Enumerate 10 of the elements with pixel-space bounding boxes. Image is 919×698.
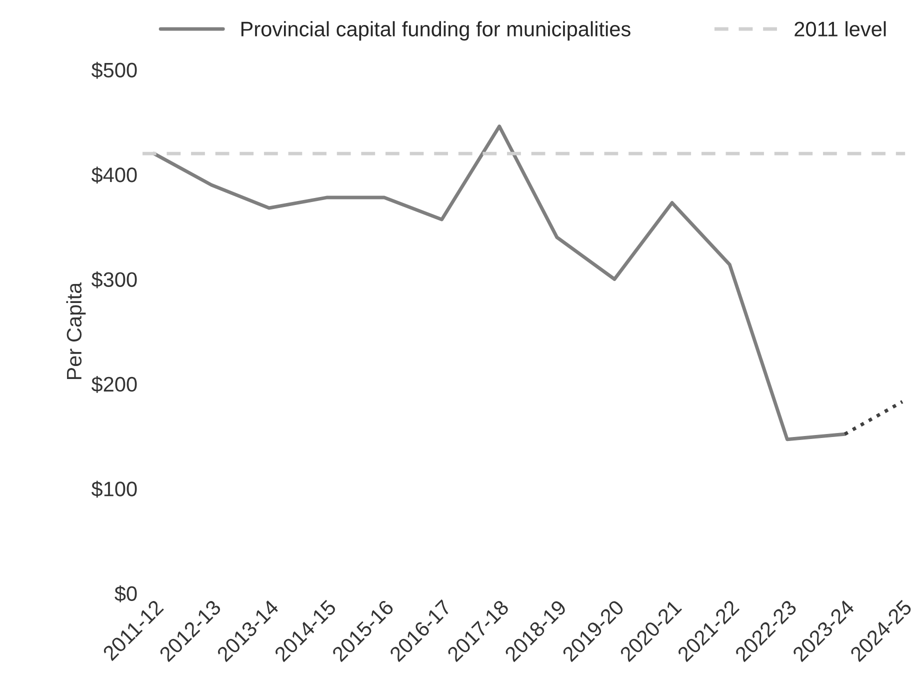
y-axis-title: Per Capita bbox=[66, 282, 86, 380]
y-tick-label: $100 bbox=[91, 480, 137, 498]
y-tick-label: $300 bbox=[91, 271, 137, 288]
y-tick-label: $400 bbox=[91, 166, 137, 184]
y-tick-label: $0 bbox=[114, 585, 137, 602]
legend-label: 2011 level bbox=[794, 21, 886, 36]
y-tick-label: $200 bbox=[91, 376, 137, 393]
line-series bbox=[152, 124, 847, 442]
y-tick-label: $500 bbox=[91, 62, 137, 79]
legend-label: Provincial capital funding for municipalities bbox=[241, 21, 630, 41]
